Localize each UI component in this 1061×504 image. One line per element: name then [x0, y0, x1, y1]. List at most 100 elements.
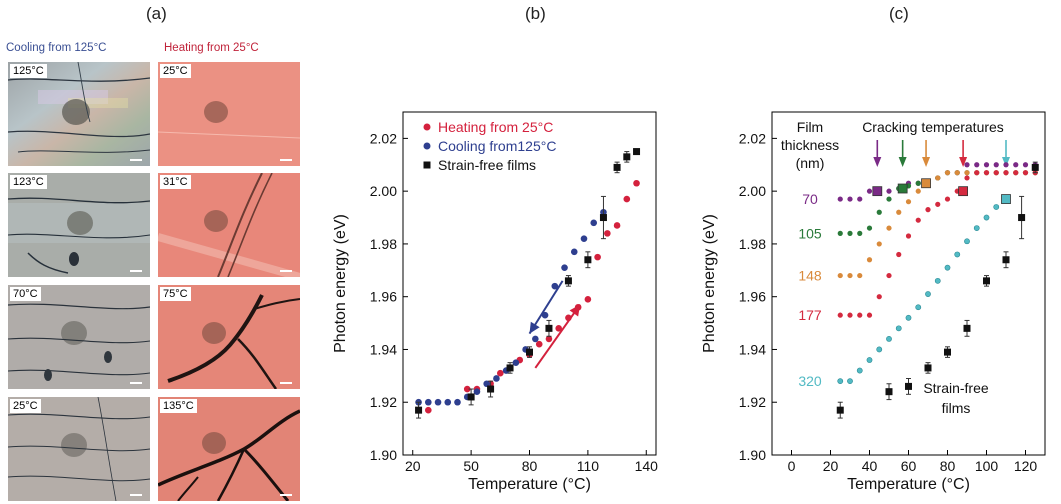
c-data-point	[1032, 170, 1038, 176]
b-ytick-label: 1.92	[370, 394, 397, 410]
b-data-point	[565, 314, 572, 322]
c-data-point	[866, 257, 873, 263]
c-cracking-arrowhead	[873, 157, 882, 167]
b-data-point	[425, 406, 432, 414]
scale-bar	[280, 382, 292, 384]
c-data-point	[925, 180, 931, 186]
b-strainfree-point	[487, 385, 495, 393]
c-data-point	[944, 170, 951, 176]
b-ytick-label: 2.02	[370, 130, 397, 146]
micrograph-cooling-1: 125°C	[8, 62, 150, 166]
c-data-point	[1003, 170, 1009, 176]
b-strainfree-point	[599, 214, 607, 222]
c-xtick-label: 20	[823, 458, 839, 474]
b-data-point	[506, 364, 514, 372]
b-trend-arrowhead	[529, 321, 540, 334]
b-data-point	[594, 253, 601, 261]
c-thickness-label: 148	[798, 268, 822, 284]
b-data-point	[483, 380, 490, 388]
temperature-label: 123°C	[10, 175, 47, 189]
c-data-point	[866, 188, 873, 194]
c-data-point	[993, 204, 1000, 210]
c-thickness-label: 320	[798, 373, 822, 389]
c-data-point	[925, 180, 931, 186]
c-data-point	[1003, 162, 1009, 168]
c-data-point	[857, 230, 863, 236]
c-strainfree-point	[1031, 163, 1039, 171]
micrograph-cooling-3: 70°C	[8, 285, 150, 389]
c-data-point	[954, 170, 960, 176]
c-data-point	[954, 251, 961, 258]
b-xtick-label: 80	[522, 458, 538, 474]
c-data-point	[974, 162, 980, 168]
b-data-point	[415, 398, 422, 406]
c-data-point	[964, 162, 970, 168]
c-thickness-title: Film	[797, 119, 823, 135]
b-data-point	[415, 406, 422, 414]
c-data-point	[1032, 170, 1038, 176]
micrograph-cooling-2: 123°C	[8, 173, 150, 277]
c-data-point	[944, 264, 951, 271]
c-data-point	[896, 185, 902, 192]
c-cracking-marker	[872, 186, 883, 197]
b-strainfree-point	[526, 348, 533, 356]
c-xtick-label: 120	[1014, 458, 1038, 474]
c-cracking-marker	[1001, 194, 1011, 204]
c-data-point	[847, 312, 853, 318]
temperature-label: 31°C	[160, 175, 191, 189]
c-data-point	[1022, 170, 1029, 176]
c-ytick-label: 1.92	[739, 394, 766, 410]
b-ylabel: Photon energy (eV)	[332, 214, 349, 353]
b-strainfree-point	[613, 163, 621, 171]
b-ytick-label: 1.96	[370, 289, 397, 305]
c-data-point	[964, 170, 970, 176]
c-data-point	[993, 170, 999, 176]
b-data-point	[545, 335, 553, 343]
c-data-point	[905, 314, 912, 321]
c-data-point	[974, 170, 980, 176]
temperature-label: 70°C	[10, 287, 41, 301]
scale-bar	[130, 159, 142, 161]
c-data-point	[944, 196, 951, 202]
b-data-point	[454, 398, 461, 406]
c-data-point	[866, 225, 873, 231]
b-data-point	[434, 398, 442, 406]
c-data-point	[974, 170, 980, 176]
b-data-point	[425, 398, 432, 406]
c-data-point	[954, 170, 960, 176]
c-data-point	[896, 251, 902, 258]
c-thickness-label: 105	[798, 225, 822, 241]
c-data-point	[934, 277, 941, 284]
b-xtick-label: 50	[463, 458, 479, 474]
c-data-point	[857, 196, 863, 202]
b-data-point	[516, 356, 524, 364]
b-data-point	[541, 311, 549, 319]
b-data-point	[535, 340, 543, 348]
c-ytick-label: 1.90	[739, 447, 766, 463]
b-strainfree-point	[415, 406, 423, 414]
micrograph-heating-1: 25°C	[158, 62, 300, 166]
b-xlabel: Temperature (°C)	[468, 476, 591, 493]
c-data-point	[1022, 162, 1029, 168]
c-data-point	[837, 272, 843, 279]
b-trend-arrow-line	[528, 280, 564, 335]
b-data-point	[493, 375, 500, 382]
c-data-point	[886, 272, 892, 279]
b-xtick-label: 110	[577, 458, 600, 474]
c-data-point	[905, 199, 912, 205]
cooling-header: Cooling from 125°C	[6, 42, 107, 54]
c-ytick-label: 1.94	[739, 341, 766, 357]
b-data-point	[590, 219, 598, 227]
c-data-point	[915, 217, 921, 223]
c-data-point	[847, 196, 853, 202]
b-trend-arrow-line	[534, 304, 581, 369]
c-data-point	[837, 378, 844, 385]
b-ytick-label: 1.94	[370, 341, 397, 357]
c-data-point	[1013, 162, 1019, 168]
c-strainfree-label: Strain-free	[923, 380, 989, 396]
b-plot-frame	[402, 111, 657, 456]
b-strainfree-point	[467, 393, 475, 401]
b-data-point	[551, 282, 559, 290]
c-thickness-title: (nm)	[796, 155, 825, 171]
c-data-point	[964, 175, 970, 181]
